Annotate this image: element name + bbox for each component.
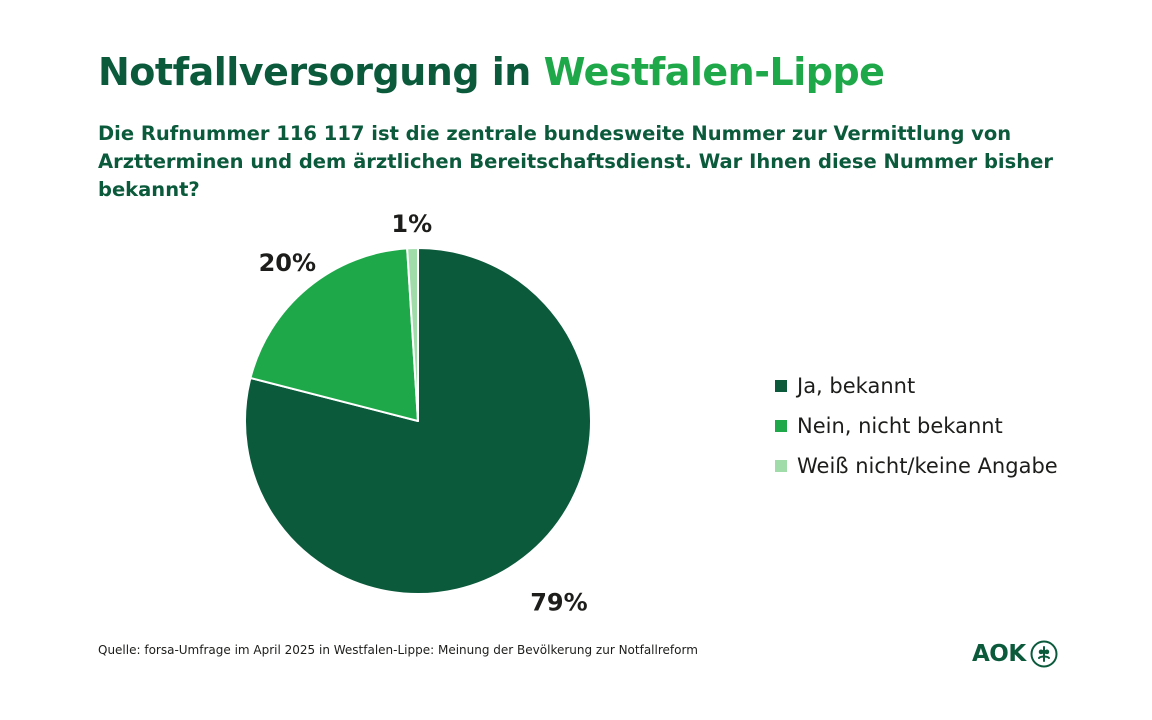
aok-tree-icon <box>1030 640 1058 668</box>
data-label-ja-bekannt: 79% <box>530 589 587 617</box>
legend-label: Weiß nicht/keine Angabe <box>797 454 1058 478</box>
legend-item-ja-bekannt: Ja, bekannt <box>775 366 1058 406</box>
chart-legend: Ja, bekannt Nein, nicht bekannt Weiß nicht… <box>775 366 1058 486</box>
data-label-nein-nicht-bekannt: 20% <box>259 249 316 277</box>
legend-swatch <box>775 420 787 432</box>
legend-item-nein-nicht-bekannt: Nein, nicht bekannt <box>775 406 1058 446</box>
pie-slice-nein-nicht-bekannt <box>249 247 419 422</box>
legend-item-weiss-nicht-keine-angabe: Weiß nicht/keine Angabe <box>775 446 1058 486</box>
legend-swatch <box>775 460 787 472</box>
survey-question: Die Rufnummer 116 117 ist die zentrale b… <box>98 122 1053 201</box>
pie-slice-weiss-nicht-keine-angabe <box>406 246 419 422</box>
legend-label: Ja, bekannt <box>797 374 916 398</box>
title-main: Notfallversorgung in <box>98 50 544 94</box>
legend-swatch <box>775 380 787 392</box>
logo-wordmark: AOK <box>972 641 1026 667</box>
data-label-weiss-nicht-keine-angabe: 1% <box>391 210 432 238</box>
legend-label: Nein, nicht bekannt <box>797 414 1003 438</box>
chart-title: Notfallversorgung in Westfalen-Lippe <box>98 50 885 94</box>
aok-logo: AOK <box>972 640 1058 668</box>
title-region: Westfalen-Lippe <box>543 50 885 94</box>
source-note: Quelle: forsa-Umfrage im April 2025 in W… <box>98 643 698 657</box>
